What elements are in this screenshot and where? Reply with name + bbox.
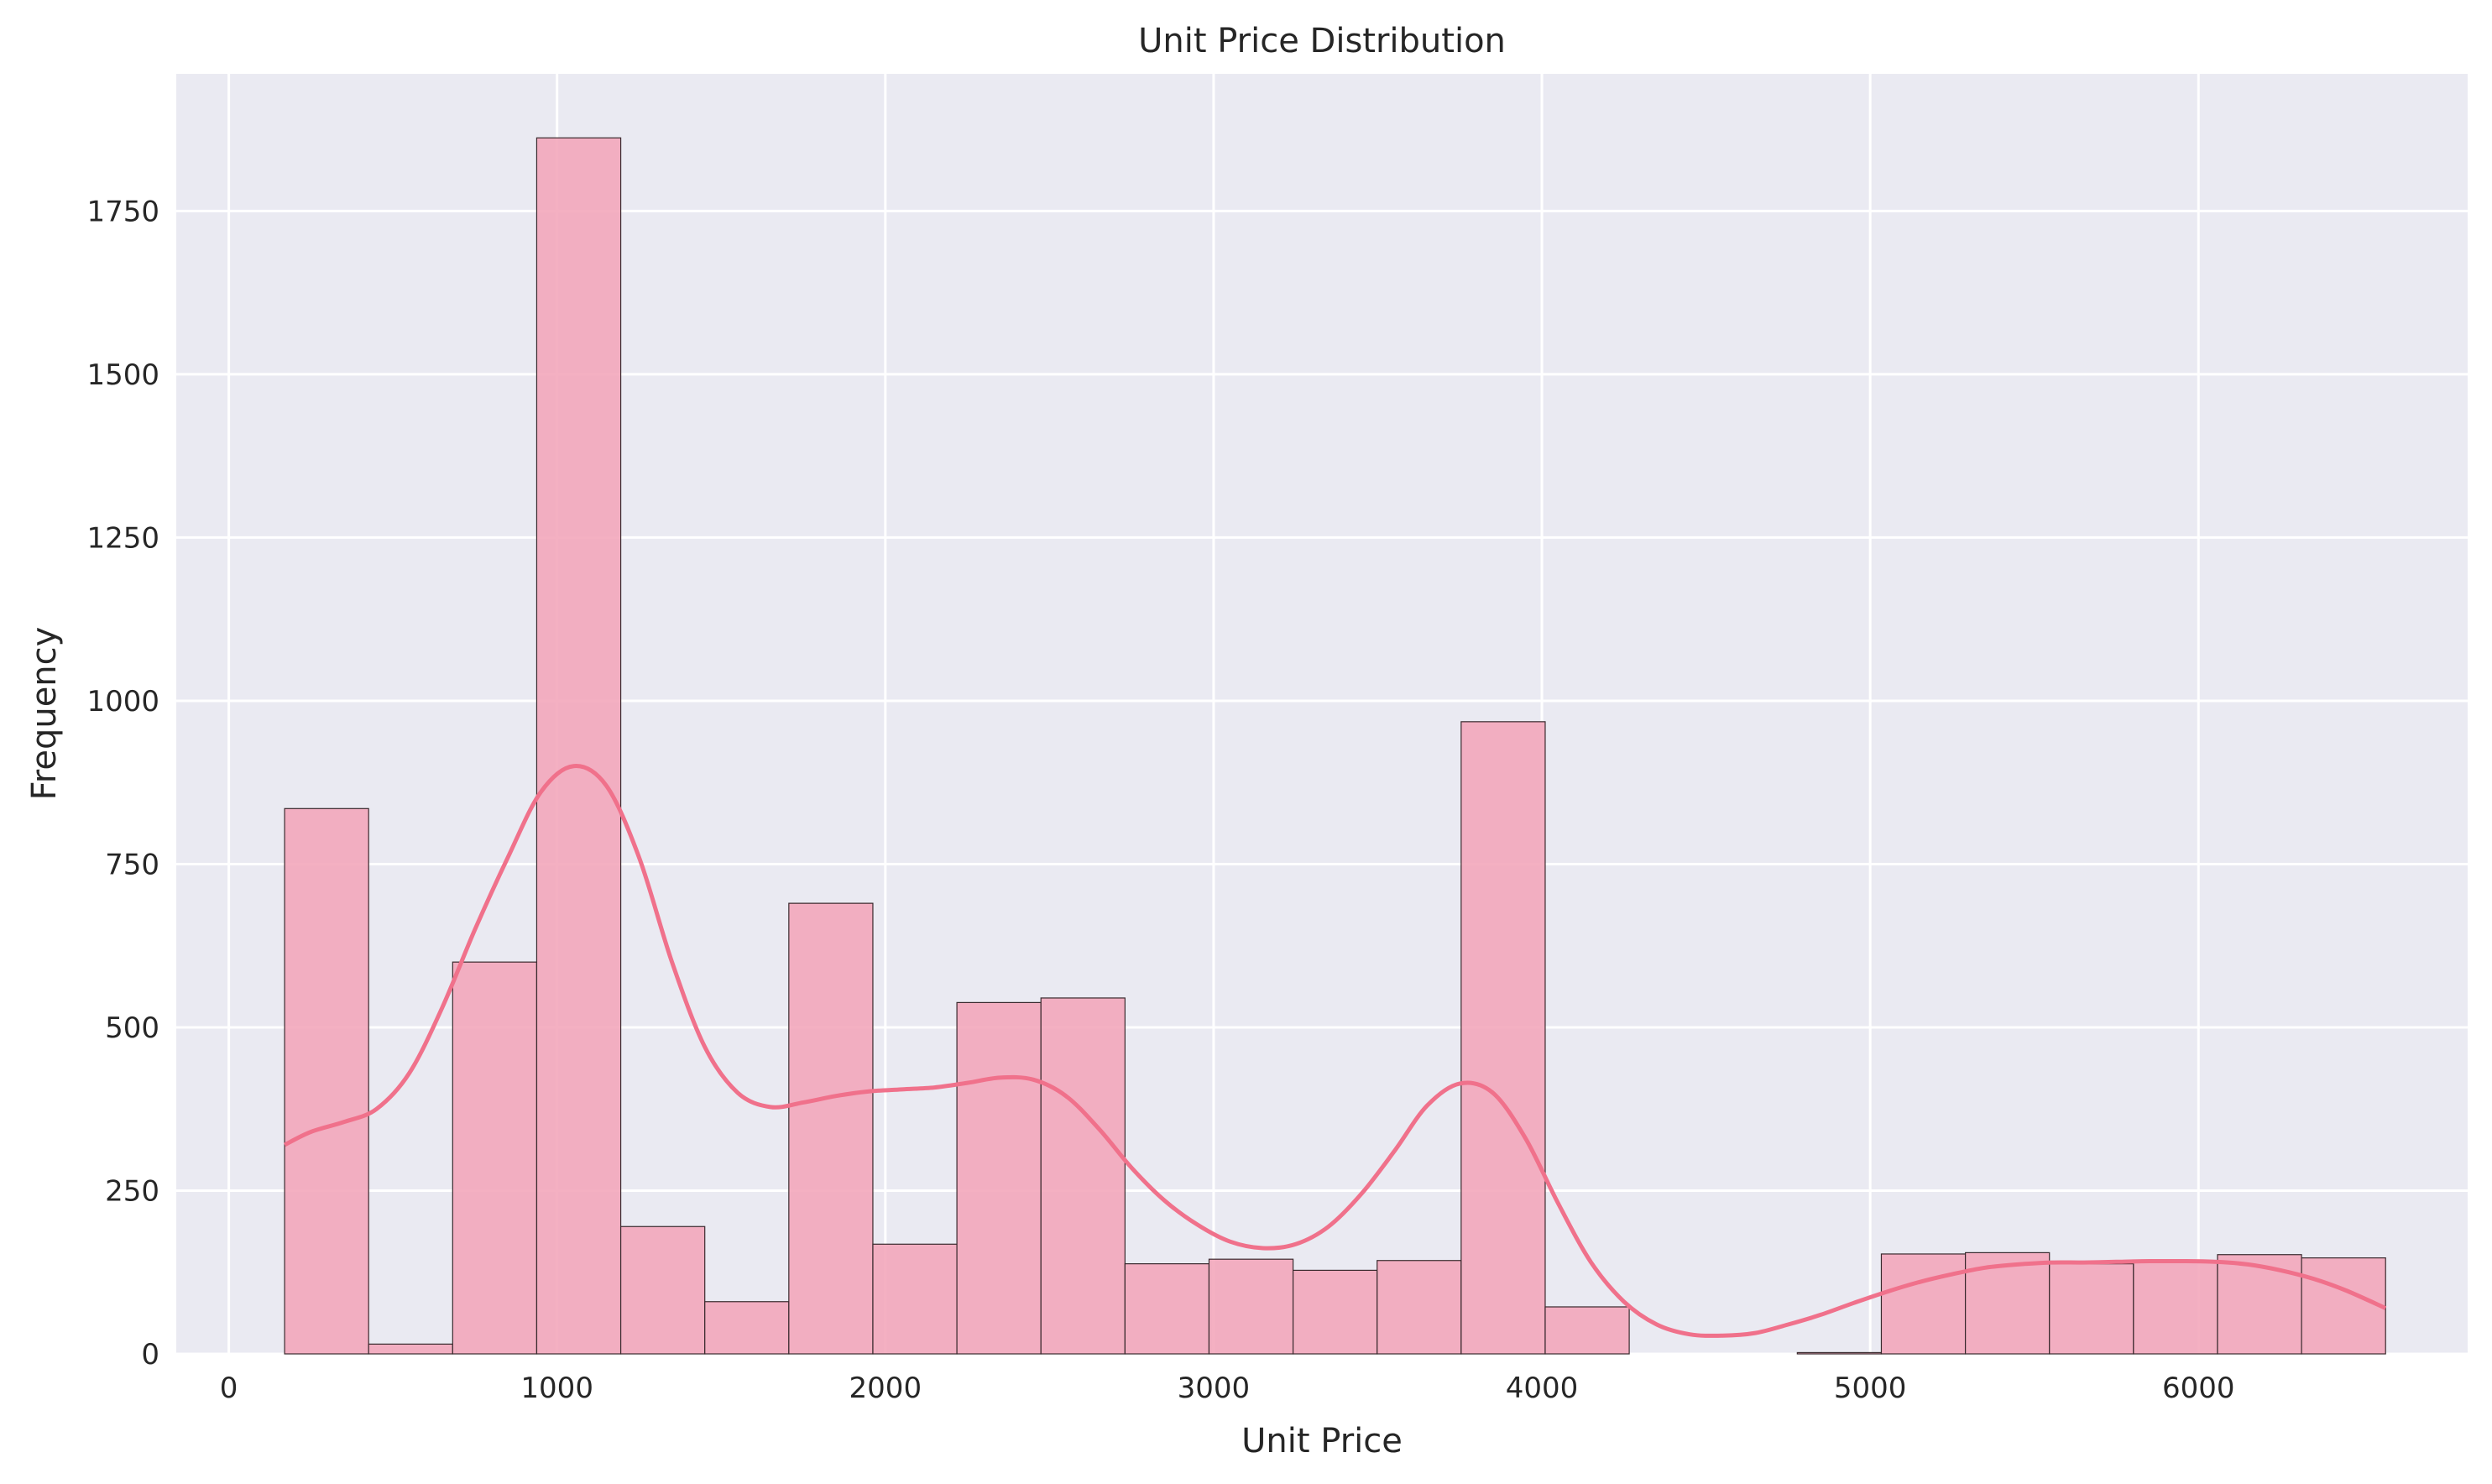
histogram-bar <box>2049 1263 2134 1355</box>
histogram-bar <box>2133 1262 2218 1355</box>
x-tick-label: 0 <box>220 1372 238 1405</box>
histogram-bar <box>788 902 874 1355</box>
x-tick-label: 3000 <box>1178 1372 1251 1405</box>
histogram-bar <box>1292 1269 1378 1355</box>
histogram-bar <box>1124 1263 1210 1355</box>
y-tick-label: 1000 <box>86 685 159 718</box>
histogram-bar <box>452 961 538 1355</box>
histogram-bar <box>284 807 369 1355</box>
x-axis-ticks: 0 1000 2000 3000 4000 5000 6000 <box>220 1372 2235 1405</box>
y-tick-label: 1500 <box>86 358 159 392</box>
y-tick-label: 250 <box>105 1174 159 1208</box>
histogram-bar <box>535 137 622 1355</box>
histogram-bar <box>619 1225 706 1355</box>
x-tick-label: 5000 <box>1834 1372 1907 1405</box>
y-tick-label: 0 <box>141 1338 159 1372</box>
x-tick-label: 6000 <box>2162 1372 2235 1405</box>
x-tick-label: 1000 <box>520 1372 593 1405</box>
chart-title: Unit Price Distribution <box>1138 22 1506 60</box>
y-tick-label: 750 <box>105 848 159 881</box>
histogram-bar <box>1880 1253 1967 1355</box>
histogram-bars <box>284 137 2386 1355</box>
y-tick-label: 500 <box>105 1011 159 1045</box>
histogram-bar <box>1544 1306 1630 1355</box>
histogram-bar <box>1377 1260 1462 1355</box>
histogram-bar <box>1208 1258 1294 1355</box>
x-tick-label: 4000 <box>1506 1372 1579 1405</box>
y-axis-ticks: 0 250 500 750 1000 1250 1500 1750 <box>86 195 159 1372</box>
histogram-bar <box>956 1001 1042 1355</box>
histogram-bar <box>368 1343 453 1355</box>
x-tick-label: 2000 <box>849 1372 922 1405</box>
histogram-bar <box>1796 1351 1883 1355</box>
histogram-bar <box>872 1243 958 1355</box>
y-tick-label: 1250 <box>86 521 159 555</box>
kde-curve <box>283 764 2387 1338</box>
histogram-bar <box>1040 997 1126 1355</box>
y-tick-label: 1750 <box>86 195 159 228</box>
x-axis-label: Unit Price <box>1241 1422 1403 1460</box>
y-axis-label: Frequency <box>25 627 64 801</box>
histogram-bar <box>2217 1254 2302 1355</box>
histogram-bar <box>2301 1257 2386 1355</box>
histogram-bar <box>704 1301 790 1355</box>
histogram-bar <box>1460 721 1546 1355</box>
